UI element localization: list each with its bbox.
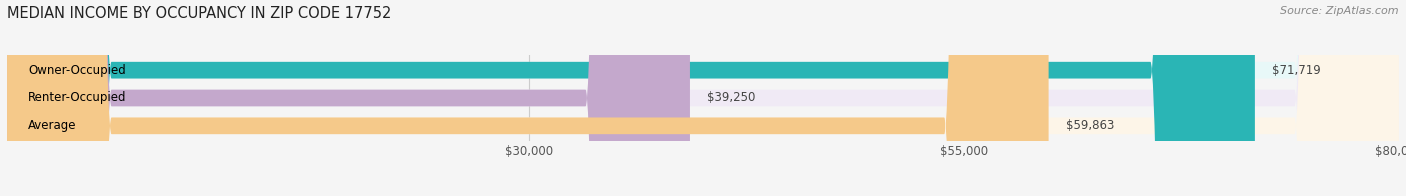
FancyBboxPatch shape	[7, 0, 1399, 196]
FancyBboxPatch shape	[7, 0, 1399, 196]
FancyBboxPatch shape	[7, 0, 690, 196]
Text: $59,863: $59,863	[1066, 119, 1115, 132]
Text: Renter-Occupied: Renter-Occupied	[28, 92, 127, 104]
FancyBboxPatch shape	[7, 0, 1049, 196]
Text: Source: ZipAtlas.com: Source: ZipAtlas.com	[1281, 6, 1399, 16]
FancyBboxPatch shape	[7, 0, 1256, 196]
Text: $39,250: $39,250	[707, 92, 755, 104]
Text: MEDIAN INCOME BY OCCUPANCY IN ZIP CODE 17752: MEDIAN INCOME BY OCCUPANCY IN ZIP CODE 1…	[7, 6, 391, 21]
Text: $71,719: $71,719	[1272, 64, 1322, 77]
Text: Average: Average	[28, 119, 76, 132]
Text: Owner-Occupied: Owner-Occupied	[28, 64, 125, 77]
FancyBboxPatch shape	[7, 0, 1399, 196]
